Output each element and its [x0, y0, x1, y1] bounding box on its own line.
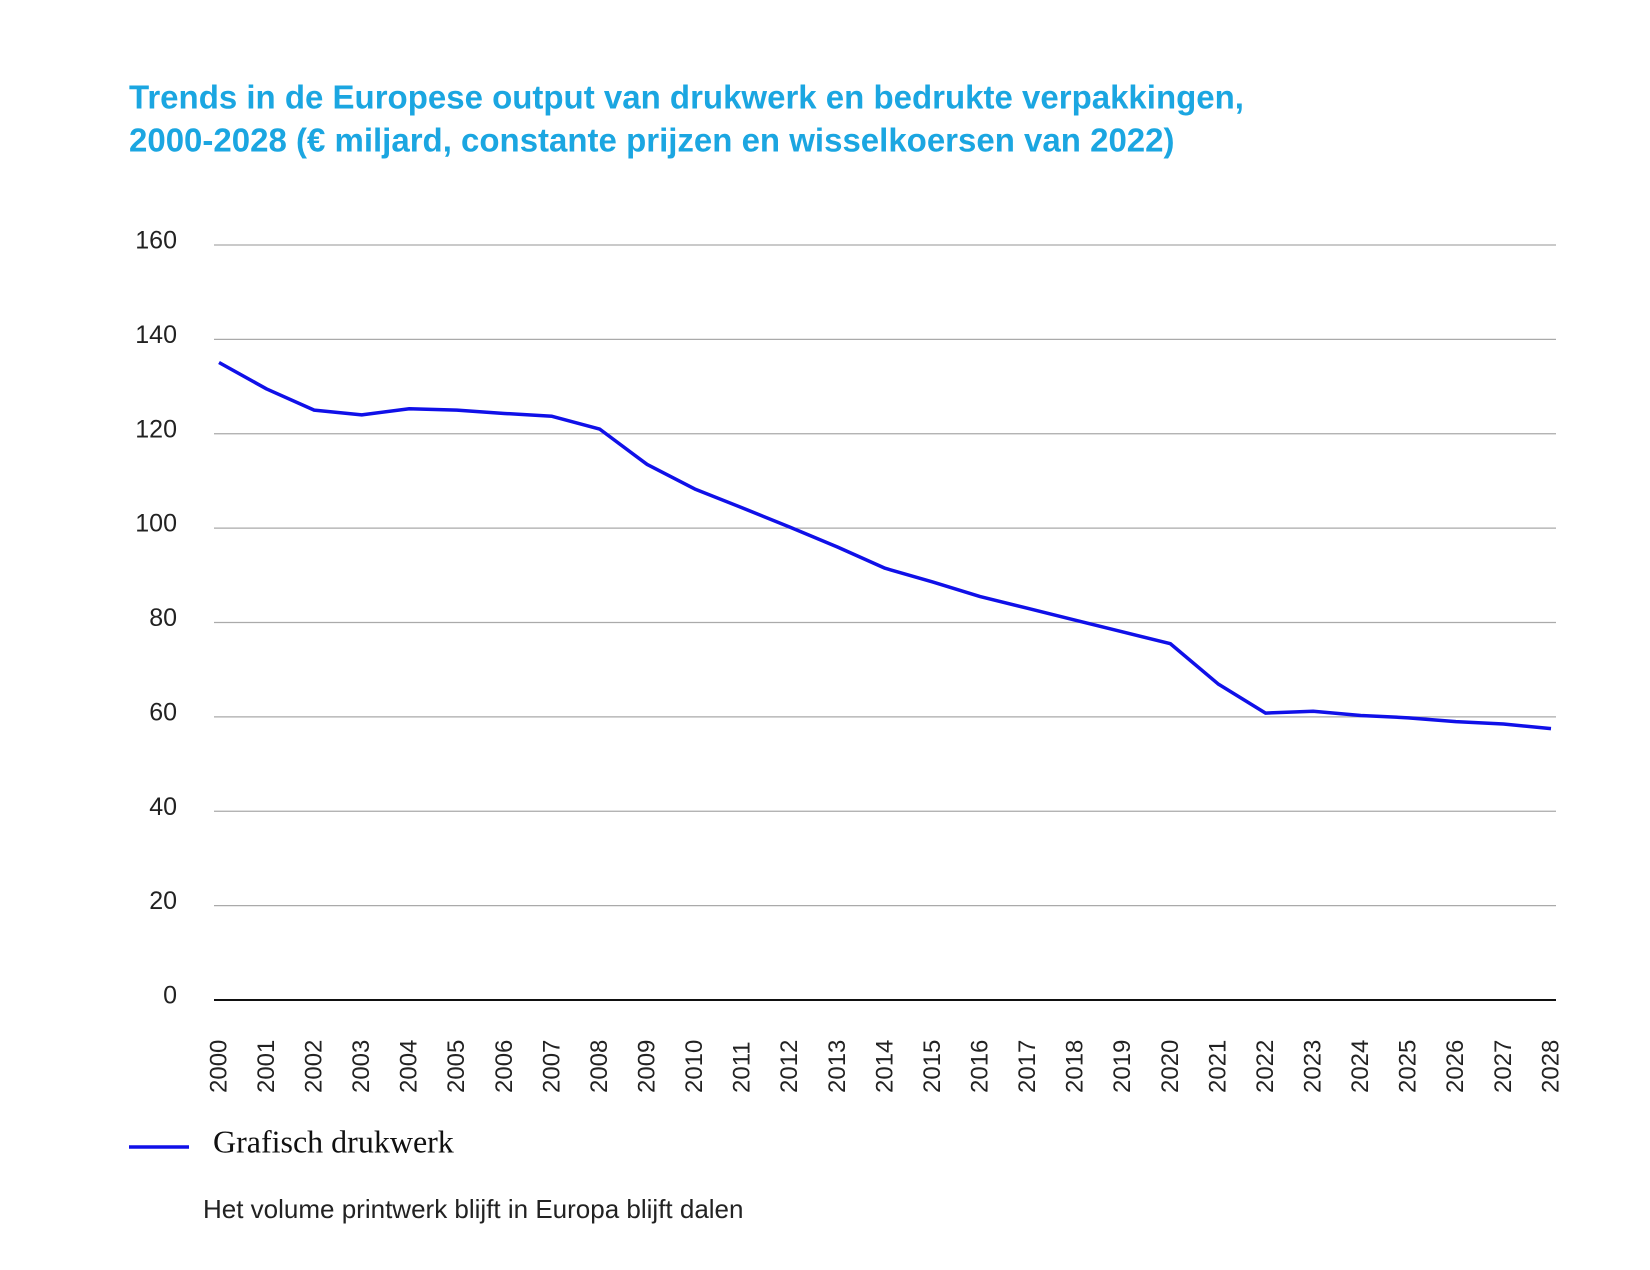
x-tick-label: 2007 — [538, 1040, 565, 1093]
x-tick-label: 2027 — [1490, 1040, 1517, 1093]
y-tick-label: 40 — [149, 793, 177, 821]
y-tick-label: 60 — [149, 698, 177, 726]
x-tick-label: 2008 — [586, 1040, 613, 1093]
x-tick-label: 2020 — [1157, 1040, 1184, 1093]
x-tick-label: 2000 — [205, 1040, 232, 1093]
y-tick-label: 160 — [135, 227, 177, 255]
x-tick-label: 2010 — [681, 1040, 708, 1093]
x-tick-label: 2005 — [443, 1040, 470, 1093]
x-tick-label: 2002 — [300, 1040, 327, 1093]
y-tick-label: 80 — [149, 604, 177, 632]
x-tick-label: 2001 — [253, 1040, 280, 1093]
x-tick-label: 2021 — [1204, 1040, 1231, 1093]
x-tick-label: 2013 — [824, 1040, 851, 1093]
x-tick-label: 2018 — [1062, 1040, 1089, 1093]
x-tick-label: 2017 — [1014, 1040, 1041, 1093]
x-tick-label: 2011 — [729, 1041, 756, 1093]
chart-title: Trends in de Europese output van drukwer… — [129, 79, 1244, 116]
legend-label: Grafisch drukwerk — [213, 1123, 454, 1159]
x-tick-label: 2024 — [1347, 1040, 1374, 1093]
x-tick-label: 2016 — [966, 1040, 993, 1093]
x-tick-label: 2025 — [1395, 1040, 1422, 1093]
x-tick-label: 2028 — [1537, 1040, 1564, 1093]
x-tick-label: 2012 — [776, 1040, 803, 1093]
chart-title: 2000-2028 (€ miljard, constante prijzen … — [129, 122, 1175, 159]
x-tick-label: 2014 — [871, 1040, 898, 1093]
x-tick-label: 2023 — [1299, 1040, 1326, 1093]
chart-note: Het volume printwerk blijft in Europa bl… — [203, 1194, 743, 1224]
x-tick-label: 2009 — [633, 1040, 660, 1093]
y-tick-label: 140 — [135, 321, 177, 349]
data-line — [218, 360, 1552, 731]
x-tick-label: 2019 — [1109, 1040, 1136, 1093]
x-tick-label: 2022 — [1252, 1040, 1279, 1093]
x-tick-label: 2003 — [348, 1040, 375, 1093]
y-tick-label: 100 — [135, 510, 177, 538]
y-tick-label: 0 — [163, 982, 177, 1010]
x-tick-label: 2006 — [491, 1040, 518, 1093]
x-tick-label: 2015 — [919, 1040, 946, 1093]
x-tick-label: 2004 — [396, 1040, 423, 1093]
y-tick-label: 20 — [149, 887, 177, 915]
y-tick-label: 120 — [135, 415, 177, 443]
x-tick-label: 2026 — [1442, 1040, 1469, 1093]
